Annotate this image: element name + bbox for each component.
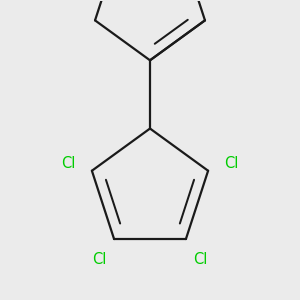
Text: Cl: Cl: [224, 156, 239, 171]
Text: Cl: Cl: [193, 252, 208, 267]
Text: Cl: Cl: [61, 156, 76, 171]
Text: Cl: Cl: [92, 252, 107, 267]
